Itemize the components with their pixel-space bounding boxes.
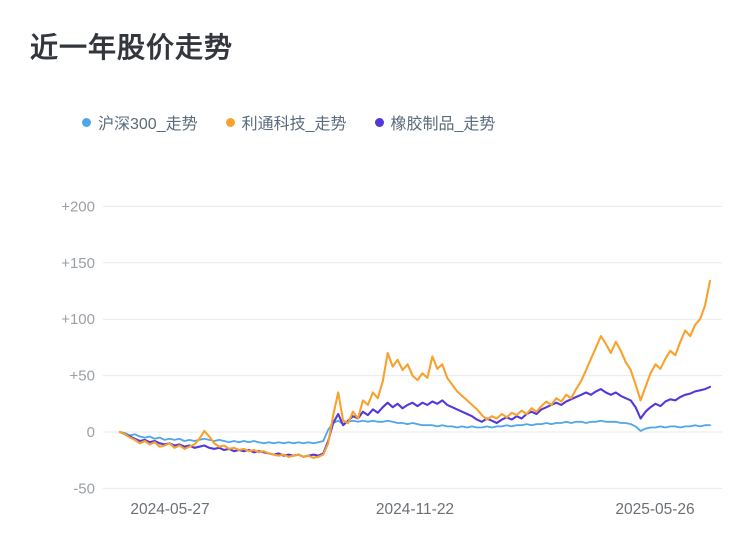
- chart-title: 近一年股价走势: [30, 32, 234, 63]
- legend-item-litong[interactable]: 利通科技_走势: [225, 110, 347, 134]
- legend: 沪深300_走势 利通科技_走势 橡胶制品_走势: [82, 110, 495, 134]
- legend-item-hs300[interactable]: 沪深300_走势: [82, 110, 198, 134]
- legend-label-rubber: 橡胶制品_走势: [390, 116, 496, 133]
- svg-text:+150: +150: [61, 255, 95, 272]
- svg-text:2024-05-27: 2024-05-27: [130, 501, 209, 518]
- line-chart: +200 +150 +100 +50 0 -50 2024-05-27 2024-11-22 2…: [0, 158, 750, 558]
- legend-item-rubber[interactable]: 橡胶制品_走势: [374, 110, 496, 134]
- svg-text:2024-11-22: 2024-11-22: [376, 501, 454, 518]
- svg-text:0: 0: [87, 424, 95, 441]
- legend-label-litong: 利通科技_走势: [241, 116, 347, 133]
- svg-text:+200: +200: [61, 198, 95, 215]
- legend-dot-hs300-icon: [82, 117, 91, 127]
- svg-text:2025-05-26: 2025-05-26: [615, 501, 694, 518]
- svg-text:-50: -50: [73, 480, 95, 497]
- line-chart-svg: +200 +150 +100 +50 0 -50 2024-05-27 2024-11-22 2…: [61, 198, 722, 518]
- legend-label-hs300: 沪深300_走势: [98, 116, 198, 133]
- svg-text:+100: +100: [61, 311, 95, 328]
- legend-dot-rubber-icon: [374, 117, 384, 127]
- svg-text:+50: +50: [70, 368, 95, 385]
- legend-dot-litong-icon: [225, 117, 235, 127]
